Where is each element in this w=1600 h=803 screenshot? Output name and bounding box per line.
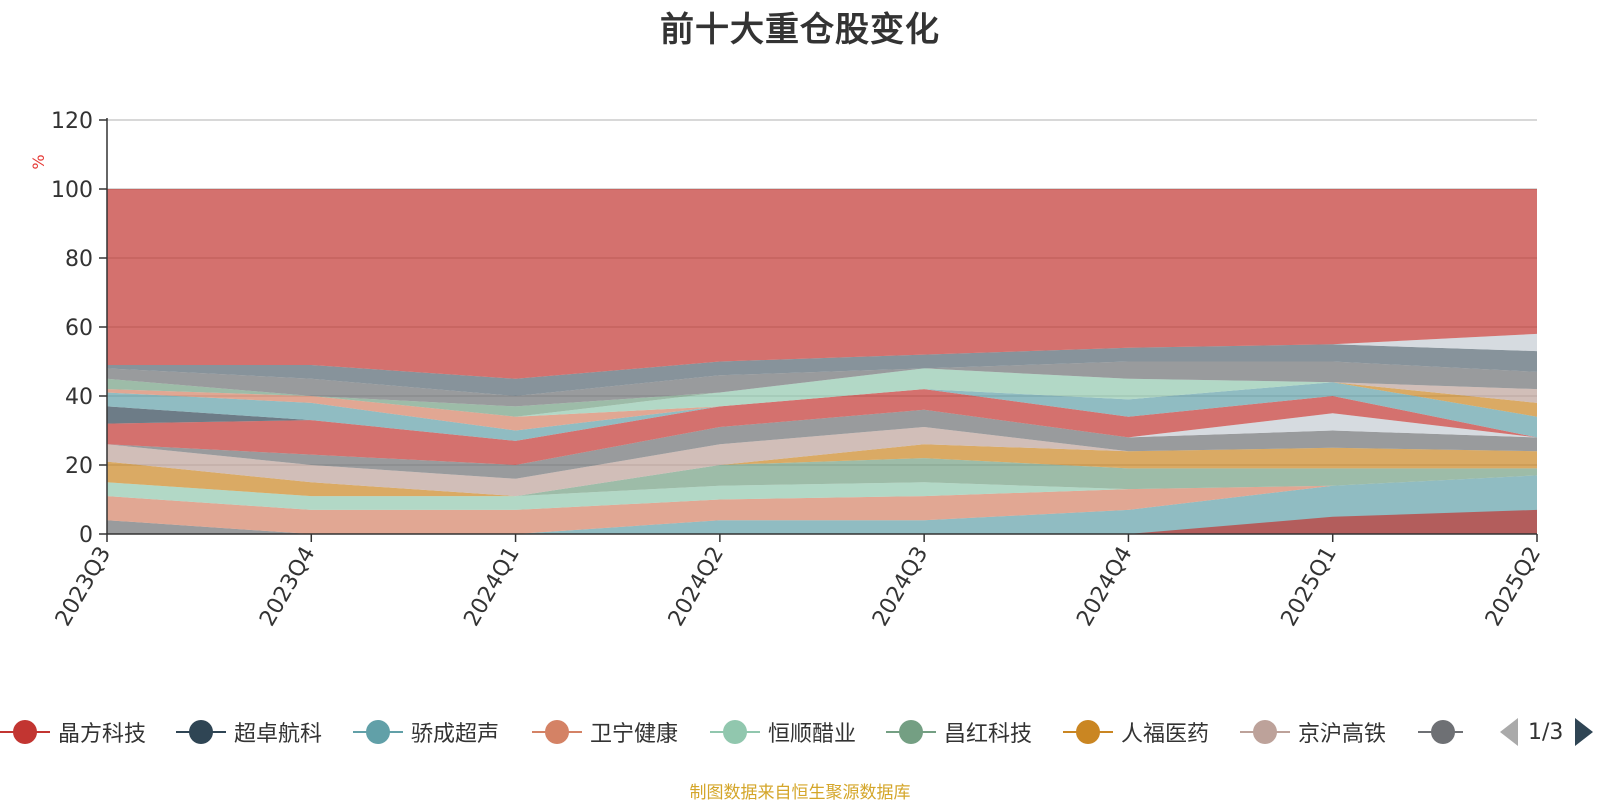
legend-pager: 1/3 xyxy=(1500,712,1594,752)
x-tick-label: 2023Q4 xyxy=(255,543,320,631)
area-band xyxy=(107,189,1537,379)
x-tick-label: 2024Q2 xyxy=(664,543,729,631)
legend-label: 晶方科技 xyxy=(58,722,147,747)
area-band xyxy=(107,427,1537,497)
legend-page-indicator: 1/3 xyxy=(1528,719,1564,745)
legend-marker-icon xyxy=(176,717,226,747)
legend-marker-icon xyxy=(1418,717,1463,747)
legend-item[interactable]: 超卓航科 xyxy=(176,712,322,752)
y-tick-label: 80 xyxy=(65,247,93,272)
legend-item[interactable]: 卫宁健康 xyxy=(532,712,678,752)
area-band xyxy=(107,368,1537,417)
y-tick-label: 0 xyxy=(79,523,93,548)
area-band xyxy=(107,382,1537,441)
legend-item[interactable]: 人福医药 xyxy=(1063,712,1209,752)
area-band xyxy=(107,389,1537,465)
x-tick-label: 2024Q1 xyxy=(459,543,524,631)
legend-marker-icon xyxy=(710,717,760,747)
legend-marker-icon xyxy=(886,717,936,747)
legend-label: 昌红科技 xyxy=(944,722,1033,747)
source-footnote: 制图数据来自恒生聚源数据库 xyxy=(689,783,911,803)
area-band xyxy=(107,475,1537,534)
legend-item[interactable] xyxy=(1418,712,1463,752)
legend-label: 骄成超声 xyxy=(411,722,500,747)
legend-marker-icon xyxy=(1240,717,1290,747)
chart-area: 0 20 40 60 80 100 120 2023Q3 2023Q4 2024Q1 2024Q2 2… xyxy=(29,109,1546,631)
legend-label: 超卓航科 xyxy=(234,722,323,747)
area-band xyxy=(107,509,1537,534)
y-tick-label: 60 xyxy=(65,316,93,341)
legend-marker-icon xyxy=(532,717,582,747)
stacked-areas xyxy=(107,189,1537,534)
y-tick-label: 40 xyxy=(65,385,93,410)
area-band xyxy=(107,458,1537,497)
legend-item[interactable]: 晶方科技 xyxy=(0,712,146,752)
legend-marker-icon xyxy=(353,717,403,747)
chart-title: 前十大重仓股变化 xyxy=(660,10,940,50)
y-tick-label: 20 xyxy=(65,454,93,479)
area-band xyxy=(107,361,1537,407)
legend-item[interactable]: 骄成超声 xyxy=(353,712,499,752)
x-tick-label: 2023Q3 xyxy=(51,543,116,631)
area-band xyxy=(107,368,1537,417)
y-tick-label: 100 xyxy=(51,178,93,203)
legend: 晶方科技 超卓航科 骄成超声 卫宁健康 恒顺醋业 昌红科技 人福医药 京沪高铁 1/3 xyxy=(0,712,1600,752)
x-tick-label: 2025Q1 xyxy=(1277,543,1342,631)
x-tick-label: 2025Q2 xyxy=(1481,543,1546,631)
legend-prev-page-button[interactable] xyxy=(1500,718,1518,746)
legend-label: 恒顺醋业 xyxy=(768,722,857,747)
x-tick-label: 2024Q3 xyxy=(868,543,933,631)
area-band xyxy=(107,444,1537,497)
area-band xyxy=(107,520,1537,534)
legend-item[interactable]: 昌红科技 xyxy=(886,712,1032,752)
legend-item[interactable]: 京沪高铁 xyxy=(1240,712,1386,752)
y-axis-unit: % xyxy=(29,154,48,169)
legend-marker-icon xyxy=(0,717,50,747)
area-band xyxy=(107,475,1537,510)
legend-items: 晶方科技 超卓航科 骄成超声 卫宁健康 恒顺醋业 昌红科技 人福医药 京沪高铁 xyxy=(0,712,1463,752)
legend-item[interactable]: 恒顺醋业 xyxy=(710,712,856,752)
y-tick-label: 120 xyxy=(51,109,93,134)
legend-marker-icon xyxy=(1063,717,1113,747)
area-band xyxy=(107,344,1537,396)
legend-label: 卫宁健康 xyxy=(590,722,679,747)
legend-next-page-button[interactable] xyxy=(1575,718,1594,746)
x-tick-label: 2024Q4 xyxy=(1072,543,1137,631)
area-band xyxy=(107,382,1537,431)
legend-label: 人福医药 xyxy=(1121,722,1210,747)
area-band xyxy=(107,409,1537,479)
legend-label: 京沪高铁 xyxy=(1298,722,1387,747)
area-band xyxy=(107,475,1537,534)
